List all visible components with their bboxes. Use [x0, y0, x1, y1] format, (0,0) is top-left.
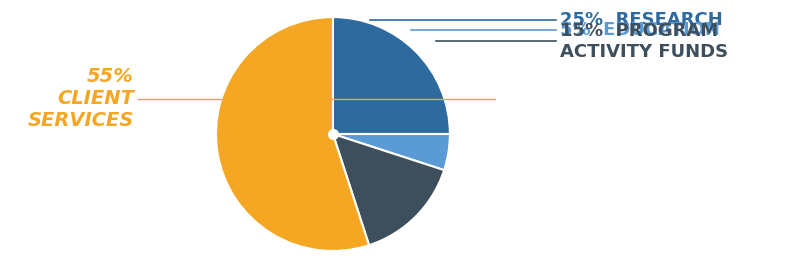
- Wedge shape: [216, 17, 369, 251]
- Wedge shape: [333, 134, 444, 245]
- Text: 5%  EDUCATION: 5% EDUCATION: [560, 21, 719, 39]
- Text: 15%  PROGRAM
ACTIVITY FUNDS: 15% PROGRAM ACTIVITY FUNDS: [560, 22, 727, 61]
- Wedge shape: [333, 17, 449, 134]
- Text: 25%  RESEARCH: 25% RESEARCH: [560, 11, 722, 29]
- Wedge shape: [333, 134, 449, 170]
- Text: 55%
CLIENT
SERVICES: 55% CLIENT SERVICES: [28, 67, 134, 130]
